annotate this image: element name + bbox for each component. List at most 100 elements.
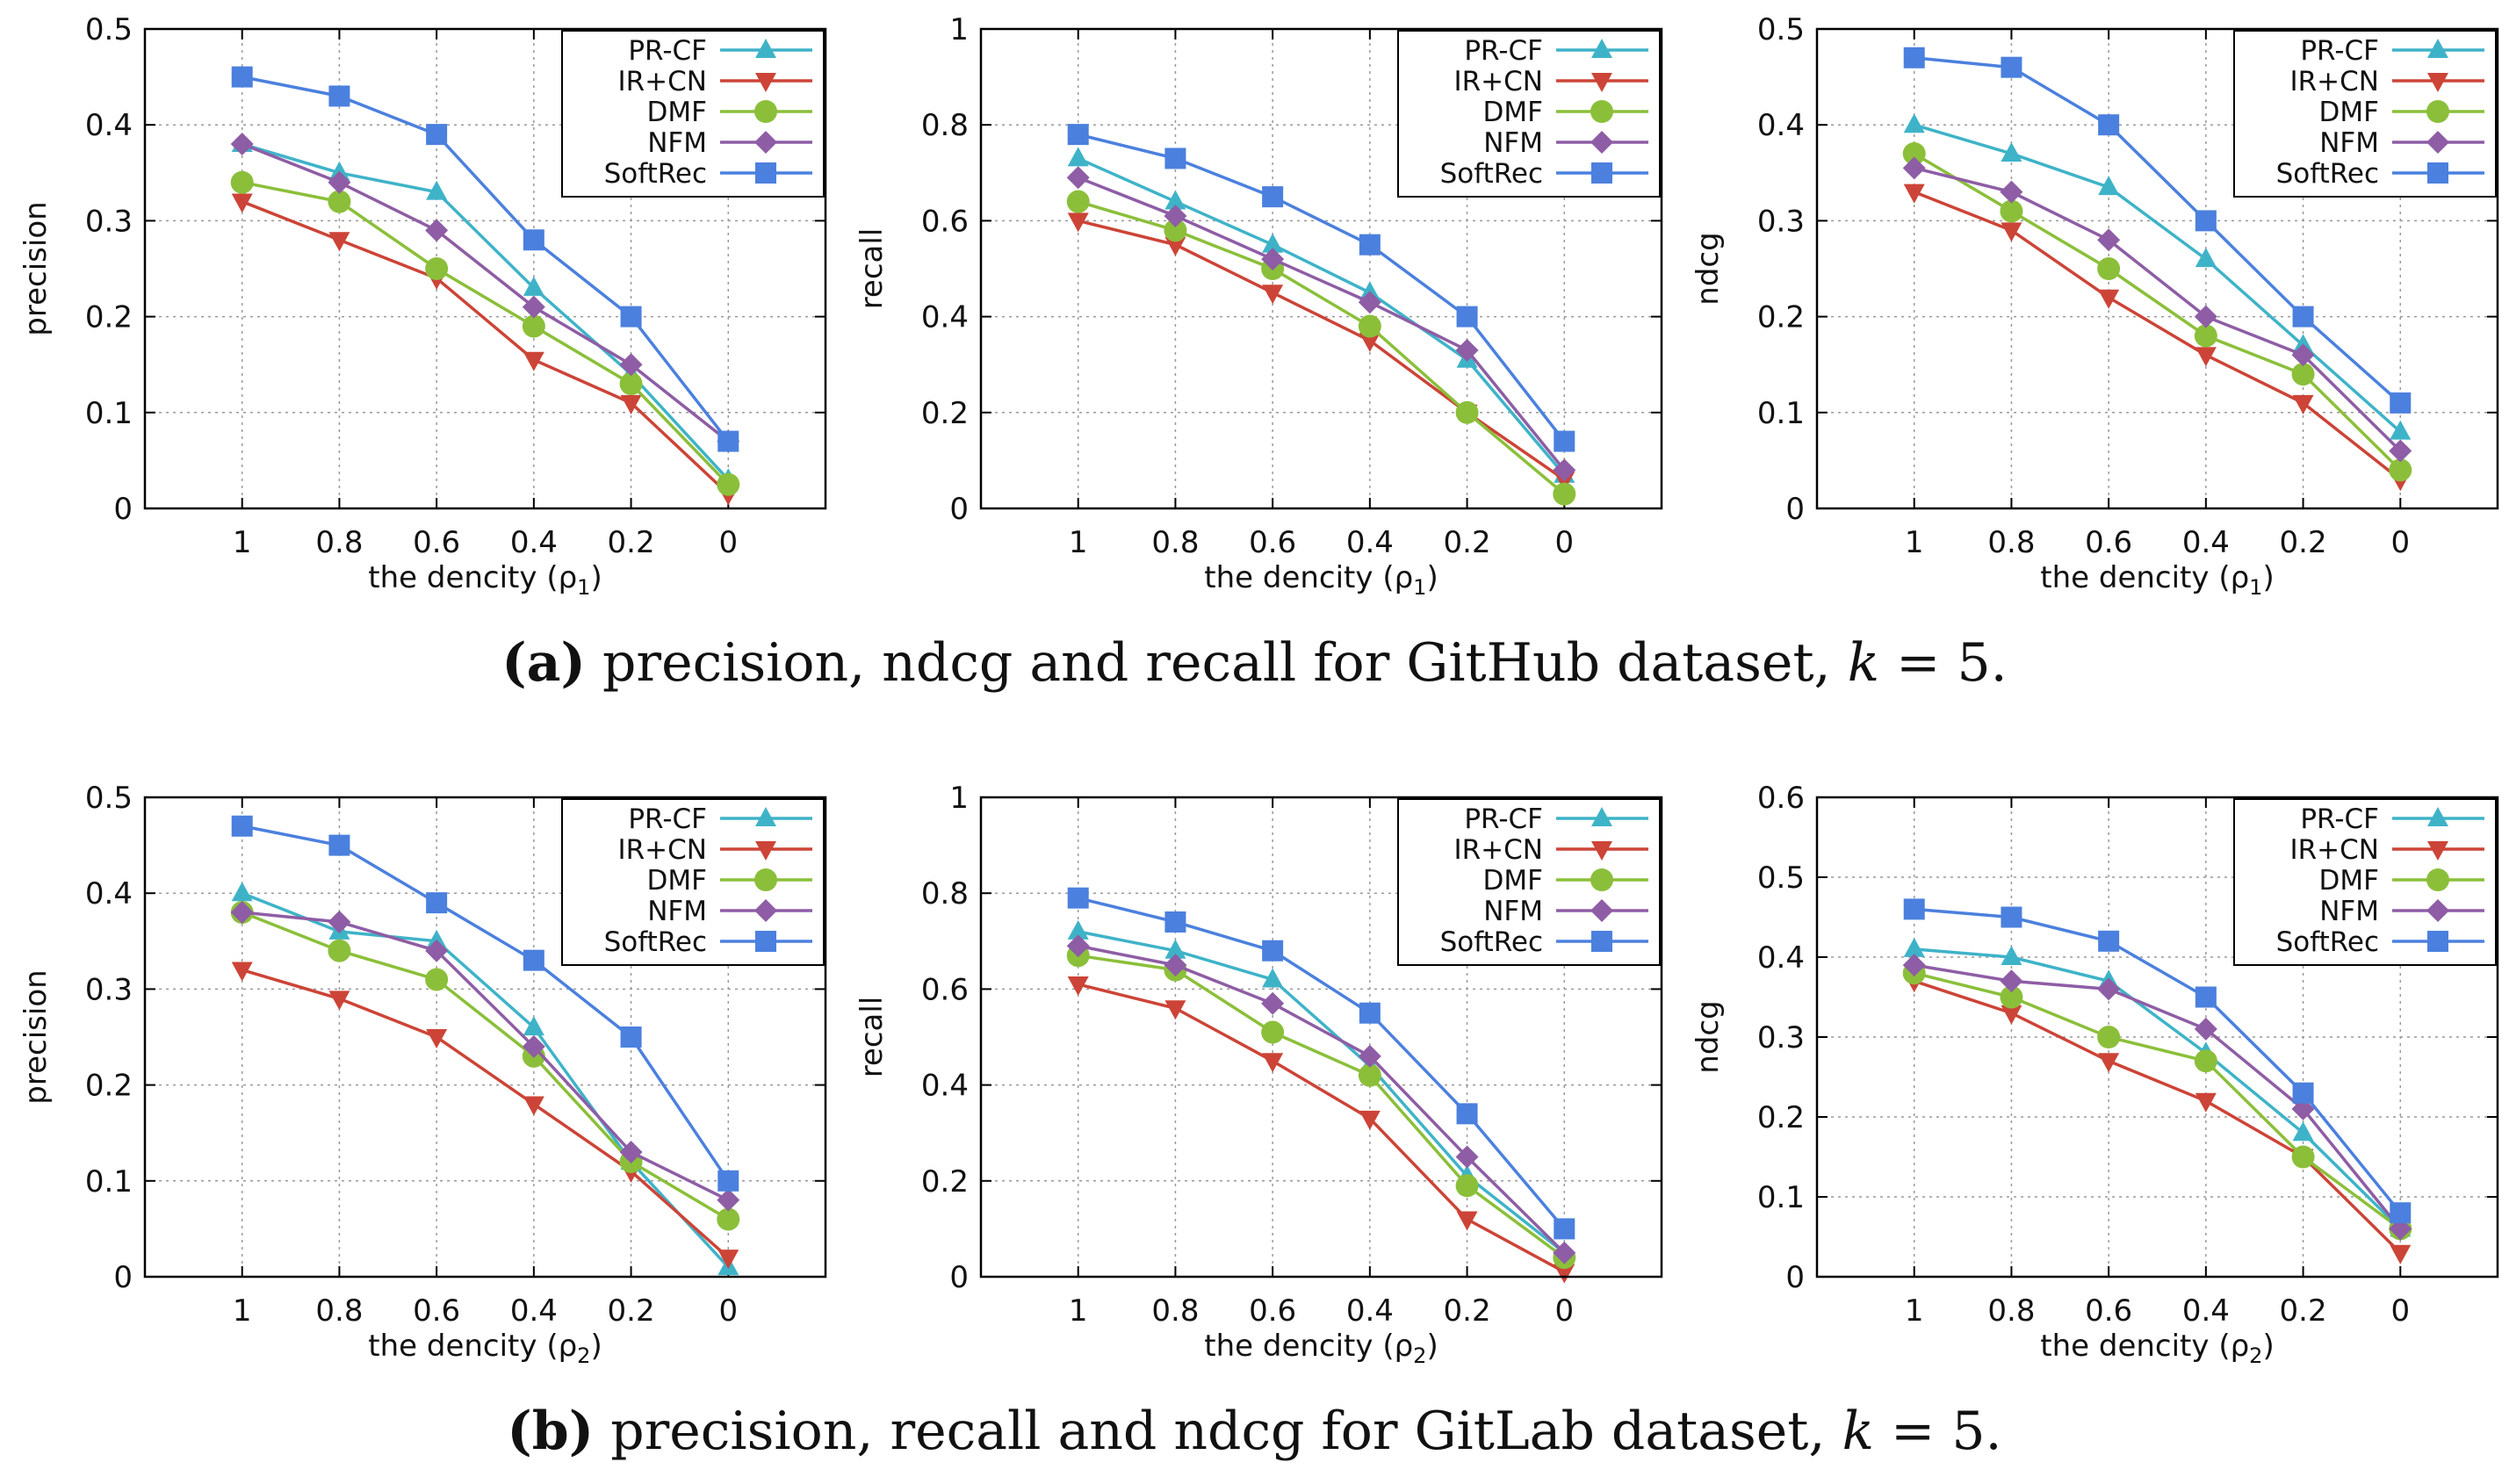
- legend-label-softrec: SoftRec: [604, 158, 707, 190]
- point-softrec: [426, 124, 448, 146]
- x-axis-label-end: ): [1426, 560, 1438, 595]
- y-axis-label: precision: [18, 969, 54, 1104]
- point-softrec: [523, 949, 544, 971]
- point-nfm: [230, 133, 254, 156]
- y-tick-label: 0.6: [921, 972, 969, 1007]
- y-tick-label: 0.2: [85, 1069, 133, 1104]
- legend-label-dmf: DMF: [1483, 97, 1543, 128]
- point-ir-cn: [523, 351, 544, 371]
- caption-a-text: precision, ndcg and recall for GitHub da…: [585, 632, 1848, 694]
- point-pr-cf: [2001, 946, 2022, 965]
- legend-marker-pr-cf: [2427, 39, 2448, 58]
- series-dmf: [230, 170, 740, 496]
- point-softrec: [2098, 930, 2120, 952]
- legend-marker-ir-cn: [2427, 73, 2448, 92]
- point-nfm: [522, 295, 545, 319]
- legend-label-dmf: DMF: [2319, 865, 2379, 897]
- series-line-ir-cn: [1078, 983, 1566, 1274]
- legend-marker-softrec: [2427, 931, 2448, 952]
- x-tick-label: 0.2: [1444, 1293, 1491, 1329]
- series-line-dmf: [1914, 971, 2402, 1230]
- series-pr-cf: [1903, 937, 2412, 1237]
- y-tick-label: 0.2: [921, 1164, 969, 1199]
- legend-marker-softrec: [1591, 931, 1612, 952]
- x-tick-label: 0.2: [1444, 525, 1491, 560]
- point-nfm: [2291, 343, 2315, 367]
- point-dmf: [328, 190, 351, 213]
- y-tick-label: 0.1: [85, 1164, 133, 1199]
- x-axis-label-end: ): [590, 1329, 602, 1364]
- point-ir-cn: [620, 394, 642, 414]
- y-tick-label: 0.3: [1757, 1020, 1805, 1055]
- y-tick-label: 0.2: [921, 396, 969, 431]
- point-pr-cf: [426, 180, 448, 200]
- point-softrec: [1262, 186, 1284, 208]
- series-softrec: [1903, 47, 2412, 414]
- point-softrec: [2390, 1202, 2412, 1224]
- point-ir-cn: [328, 991, 350, 1011]
- x-tick-label: 0.2: [608, 1293, 655, 1329]
- legend-marker-dmf: [2426, 868, 2449, 891]
- point-dmf: [619, 372, 643, 396]
- point-softrec: [1903, 898, 1925, 920]
- x-axis-label-main: the dencity (ρ: [1204, 560, 1413, 595]
- x-tick-label: 0.4: [510, 525, 558, 560]
- point-dmf: [425, 968, 449, 991]
- x-axis-label-sub: 2: [1413, 1344, 1426, 1368]
- legend-label-pr-cf: PR-CF: [1464, 803, 1543, 835]
- x-axis-label-end: ): [590, 560, 602, 595]
- series-ir-cn: [1903, 184, 2412, 492]
- point-nfm: [1553, 458, 1576, 482]
- y-axis-label: ndcg: [1691, 1000, 1726, 1073]
- y-axis-label: recall: [854, 228, 890, 310]
- point-softrec: [523, 229, 544, 251]
- y-tick-label: 0.2: [85, 300, 133, 335]
- legend-marker-nfm: [1590, 899, 1613, 922]
- legend-label-softrec: SoftRec: [2276, 158, 2379, 190]
- legend-box: [561, 30, 825, 198]
- x-tick-label: 1: [1069, 525, 1088, 560]
- y-tick-label: 0.4: [921, 300, 969, 335]
- x-tick-label: 0.6: [1249, 525, 1296, 560]
- point-ir-cn: [426, 1029, 448, 1048]
- chart-github-precision: 0 0.1 0.2 0.3 0.4 0.5 1 0.8 0.6 0.4 0.2 0 precision t…: [18, 12, 827, 600]
- x-axis-label-main: the dencity (ρ: [1204, 1329, 1413, 1364]
- legend-label-nfm: NFM: [1483, 896, 1543, 927]
- point-nfm: [522, 1034, 545, 1058]
- legend-marker-softrec: [1591, 162, 1612, 184]
- point-nfm: [1164, 954, 1187, 977]
- point-nfm: [425, 939, 449, 962]
- point-pr-cf: [2292, 1121, 2314, 1142]
- y-tick-label: 0: [113, 492, 133, 527]
- y-tick-label: 0.5: [1757, 861, 1805, 896]
- series-softrec: [1067, 124, 1575, 452]
- series-ir-cn: [1067, 976, 1575, 1284]
- point-softrec: [1359, 1002, 1381, 1024]
- point-dmf: [717, 1207, 740, 1231]
- point-softrec: [2001, 56, 2022, 78]
- x-tick-label: 0.2: [2280, 525, 2327, 560]
- point-softrec: [2195, 986, 2217, 1008]
- series-ir-cn: [231, 962, 739, 1270]
- point-ir-cn: [2001, 222, 2022, 242]
- point-ir-cn: [2001, 1005, 2022, 1025]
- point-ir-cn: [1903, 184, 1925, 204]
- plot-frame: [1815, 27, 2499, 510]
- x-tick-label: 1: [233, 525, 252, 560]
- x-tick-label: 0: [718, 525, 738, 560]
- point-softrec: [717, 430, 739, 452]
- point-dmf: [2194, 1049, 2217, 1073]
- point-nfm: [2000, 969, 2023, 993]
- point-ir-cn: [2195, 347, 2217, 367]
- series-dmf: [1902, 962, 2412, 1241]
- legend-marker-pr-cf: [2427, 807, 2448, 826]
- series-line-ir-cn: [1914, 979, 2402, 1254]
- series-line-pr-cf: [1914, 947, 2402, 1230]
- x-axis-label-sub: 1: [1413, 575, 1426, 600]
- chart-gitlab-ndcg: 0 0.1 0.2 0.3 0.4 0.5 0.6 1 0.8 0.6 0.4 0.2 0 ndcg the…: [1691, 781, 2499, 1368]
- point-nfm: [1455, 338, 1479, 362]
- point-ir-cn: [1164, 1000, 1186, 1020]
- x-tick-label: 0.4: [2182, 1293, 2230, 1329]
- point-softrec: [2001, 906, 2022, 928]
